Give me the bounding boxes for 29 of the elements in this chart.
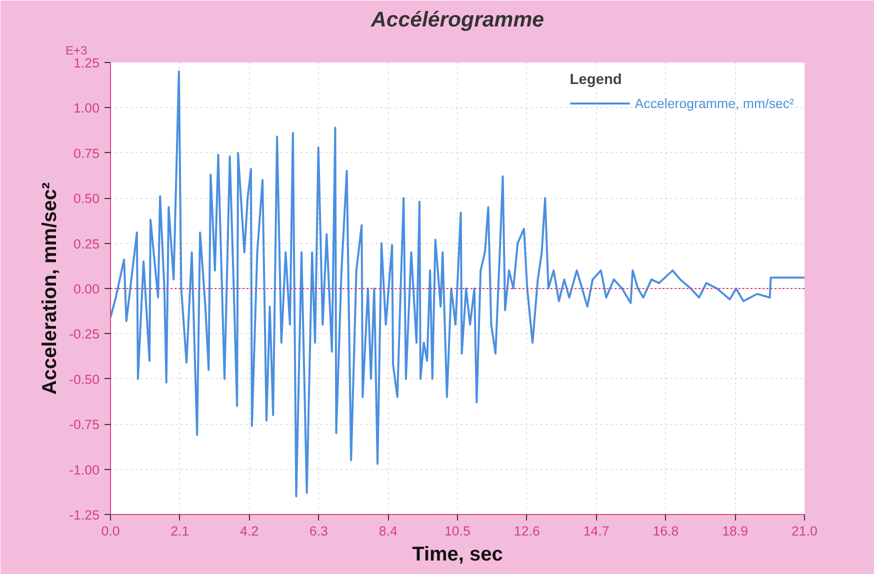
y-tick-label: 0.00 xyxy=(74,282,100,296)
x-tick-label: 4.2 xyxy=(240,524,259,538)
x-tick-label: 12.6 xyxy=(514,524,540,538)
line-series xyxy=(110,70,804,498)
y-axis-title: Acceleration, mm/sec² xyxy=(39,182,62,395)
x-axis-title: Time, sec xyxy=(412,544,503,566)
y-tick-label: -0.50 xyxy=(69,372,100,387)
y-tick-label: 0.25 xyxy=(74,236,100,252)
text: E+3 xyxy=(66,44,88,58)
x-tick-label: 16.8 xyxy=(652,524,679,538)
y-tick-label: -0.75 xyxy=(69,417,100,432)
x-tick-label: 8.4 xyxy=(378,524,398,538)
y-tick-label: 1.25 xyxy=(74,56,100,70)
y-tick-label: -1.25 xyxy=(69,508,100,522)
x-tick-label: 10.5 xyxy=(444,524,470,538)
x-tick-label: 0.0 xyxy=(101,524,120,538)
y-tick-label: 0.50 xyxy=(74,191,100,206)
x-tick-label: 18.9 xyxy=(722,524,748,538)
x-tick-label: 2.1 xyxy=(170,524,190,538)
y-tick-label: 0.75 xyxy=(74,146,100,161)
chart-title: Accélérogramme xyxy=(370,8,544,32)
x-tick-label: 21.0 xyxy=(792,524,818,538)
y-tick-label: 1.00 xyxy=(74,100,100,116)
y-tick-label: -1.00 xyxy=(69,462,100,478)
legend-title: Legend xyxy=(570,72,623,88)
y-tick-label: -0.25 xyxy=(69,326,100,342)
x-tick-label: 6.3 xyxy=(309,524,328,538)
legend-label: Accelerogramme, mm/sec² xyxy=(634,96,794,110)
x-tick-label: 14.7 xyxy=(583,524,610,538)
